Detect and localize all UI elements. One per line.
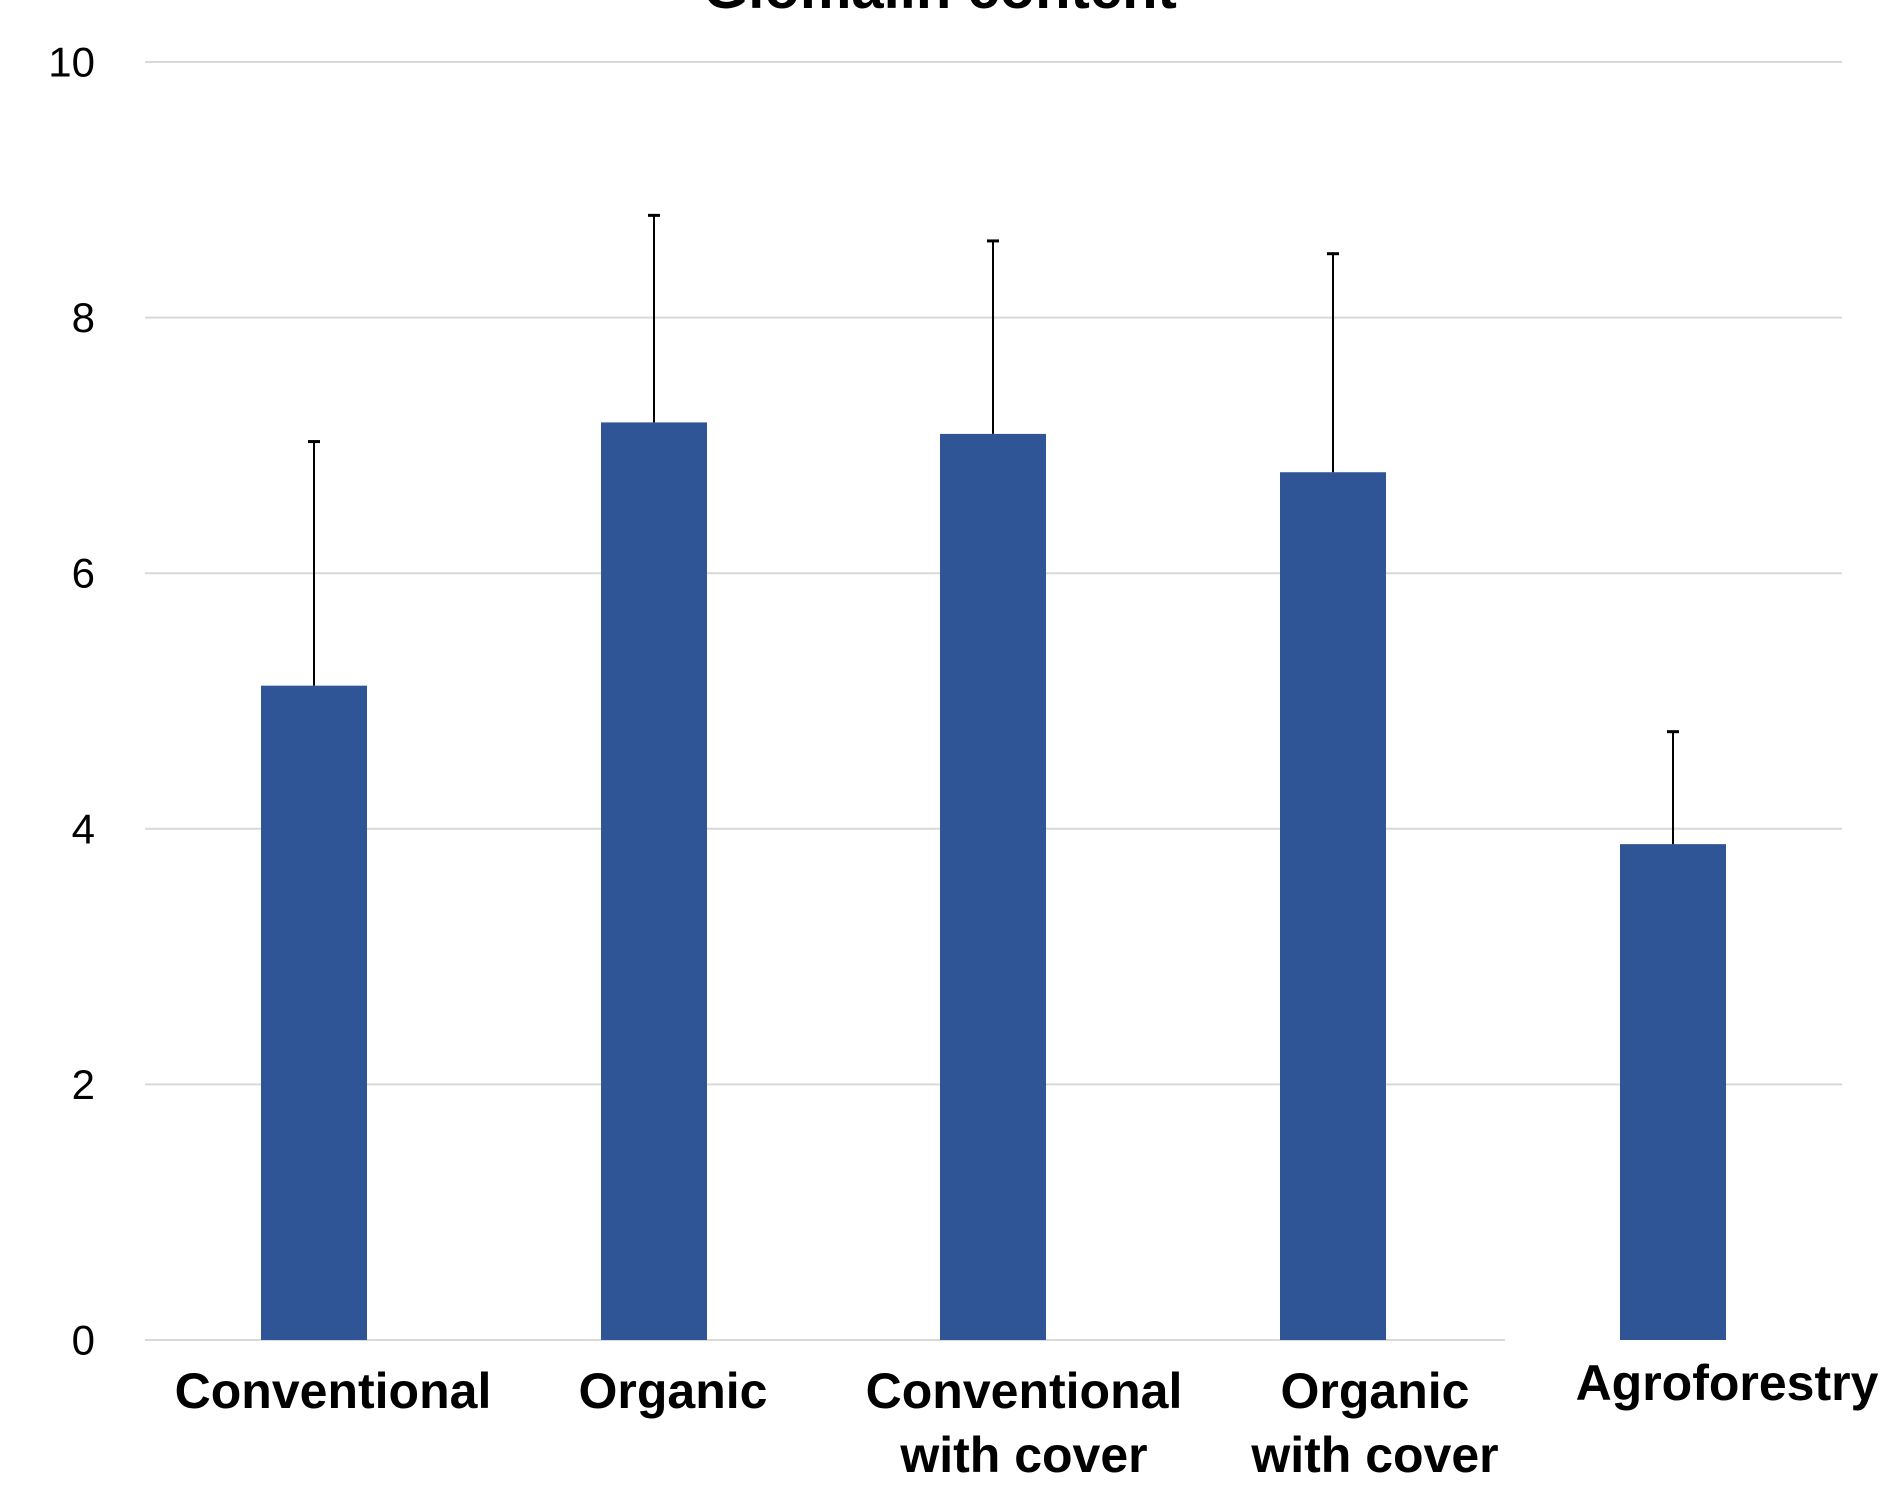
error-bar: [987, 239, 999, 434]
x-tick-label-line: with cover: [899, 1427, 1147, 1483]
x-tick-label-line: with cover: [1250, 1427, 1498, 1483]
x-tick-label-line: Organic: [579, 1363, 768, 1419]
x-tick-label-line: Conventional: [175, 1363, 492, 1419]
y-tick-label: 0: [72, 1317, 95, 1364]
error-bar: [308, 440, 320, 686]
bar: [601, 422, 707, 1340]
y-tick-label: 2: [72, 1061, 95, 1108]
bars: [261, 422, 1726, 1340]
y-tick-label: 10: [48, 39, 95, 86]
error-bar: [1667, 730, 1679, 845]
x-tick-label: Conventional: [175, 1363, 492, 1419]
y-tick-label: 6: [72, 550, 95, 597]
bar: [261, 685, 367, 1340]
bar: [1620, 844, 1726, 1340]
y-tick-label: 8: [72, 294, 95, 341]
bar: [1280, 472, 1386, 1340]
x-tick-label: Agroforestry: [1576, 1355, 1879, 1411]
error-bar: [1327, 252, 1339, 473]
error-bars: [308, 213, 1679, 845]
x-axis-tick-labels: Conventional Organic Conventional with cove…: [175, 1355, 1879, 1483]
error-bar: [648, 213, 660, 423]
y-axis-tick-labels: 0 2 4 6 8 10: [48, 39, 95, 1364]
x-tick-label-line: Organic: [1281, 1363, 1470, 1419]
x-tick-label: Organic: [579, 1363, 768, 1419]
x-tick-label: Organic with cover: [1250, 1363, 1498, 1483]
x-tick-label: Conventional with cover: [866, 1363, 1183, 1483]
x-tick-label-line: Conventional: [866, 1363, 1183, 1419]
x-tick-label-line: Agroforestry: [1576, 1355, 1879, 1411]
y-tick-label: 4: [72, 805, 95, 852]
chart-title: Glomalin content: [703, 0, 1177, 21]
bar: [940, 433, 1046, 1340]
